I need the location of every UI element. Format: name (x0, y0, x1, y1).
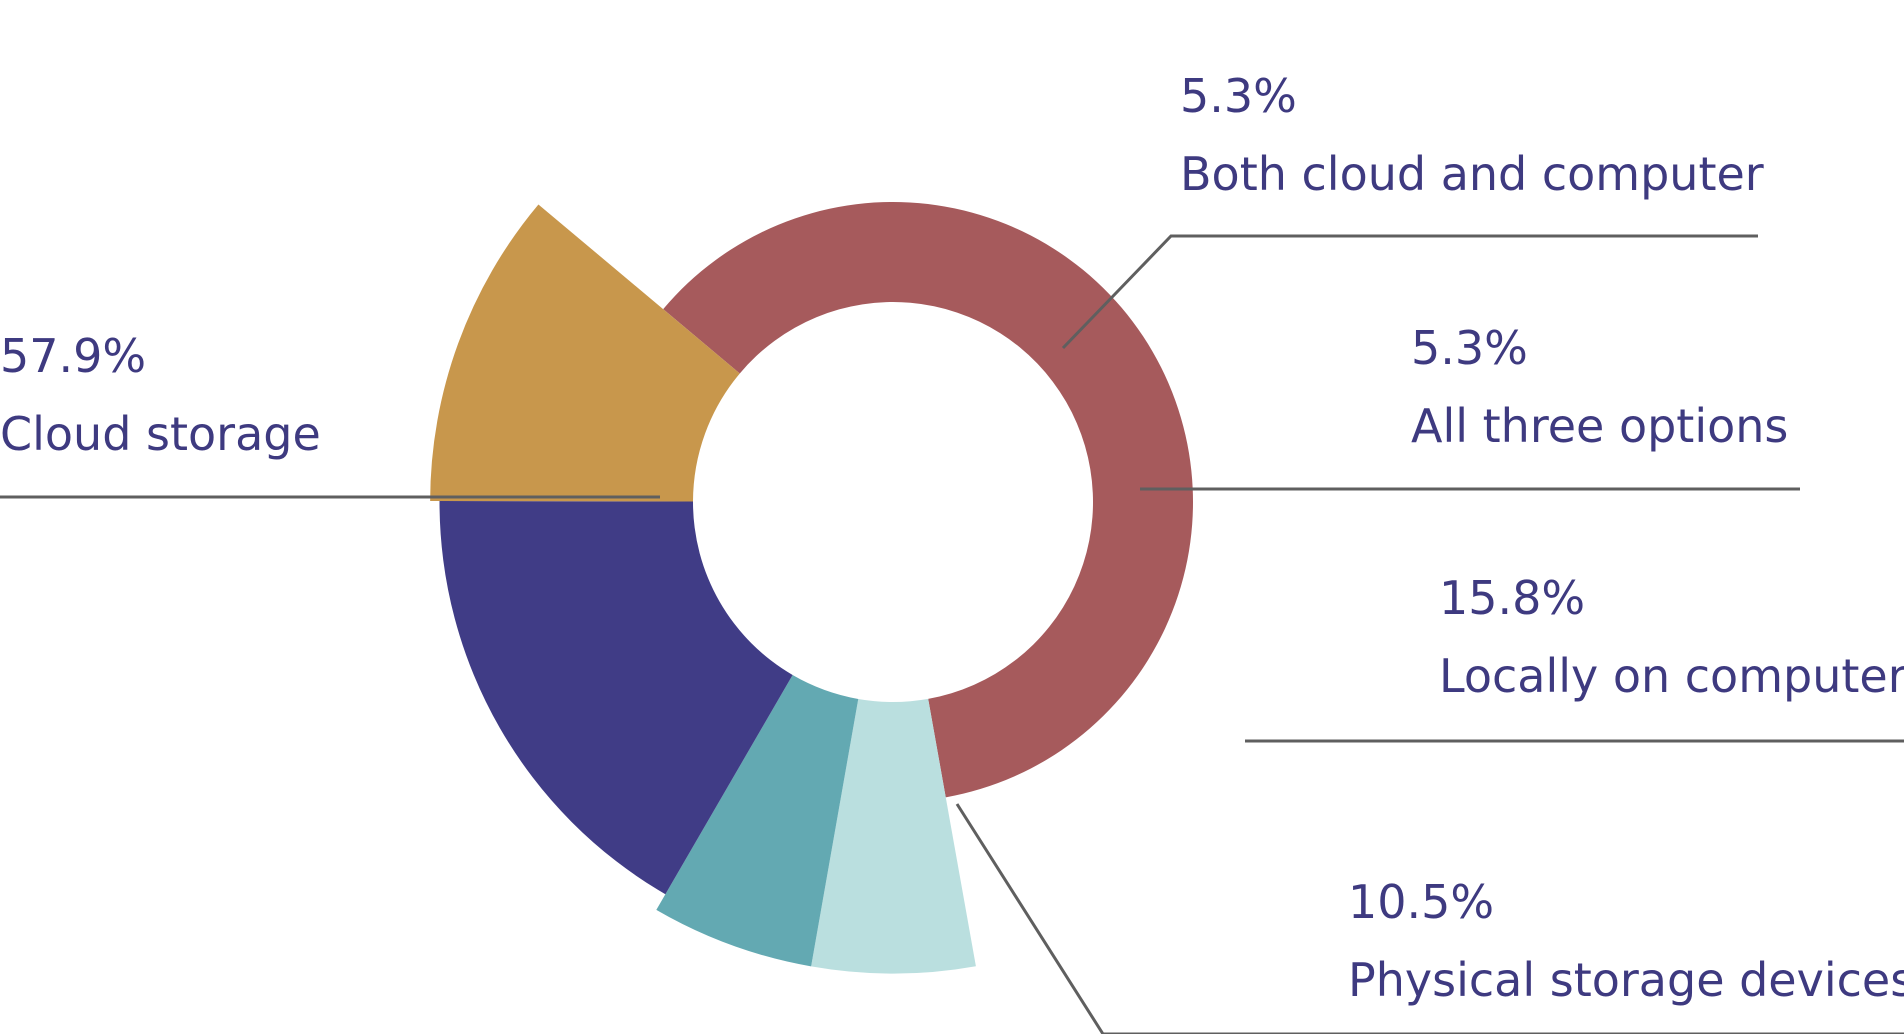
slice-all-three-options (656, 674, 859, 967)
slice-physical-storage-devices (430, 204, 740, 502)
slice-locally-on-computer (439, 500, 793, 895)
value-label-locally-on-computer: 15.8% (1439, 571, 1585, 625)
category-label-all-three-options: All three options (1411, 399, 1788, 453)
category-label-both-cloud-and-computer: Both cloud and computer (1180, 147, 1764, 201)
category-label-locally-on-computer: Locally on computer (1439, 649, 1904, 703)
category-label-physical-storage-devices: Physical storage devices (1348, 953, 1904, 1007)
slice-both-cloud-and-computer (811, 698, 976, 974)
leader-line-both-cloud-and-computer (1061, 234, 1758, 350)
value-label-physical-storage-devices: 10.5% (1348, 875, 1494, 929)
leader-line-physical-storage-devices (955, 803, 1904, 1034)
value-label-both-cloud-and-computer: 5.3% (1180, 69, 1297, 123)
slices-group (430, 202, 1193, 974)
slice-cloud-storage (663, 202, 1193, 798)
value-label-all-three-options: 5.3% (1411, 321, 1528, 375)
value-label-cloud-storage: 57.9% (0, 329, 146, 383)
category-label-cloud-storage: Cloud storage (0, 407, 321, 461)
leader-lines-group (0, 234, 1904, 1034)
